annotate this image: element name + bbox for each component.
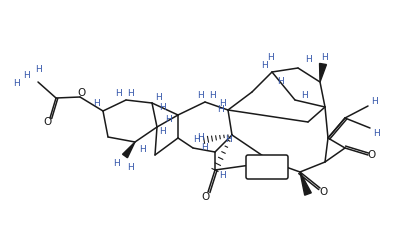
Text: H: H xyxy=(209,91,215,101)
Text: H: H xyxy=(193,136,199,145)
Text: H: H xyxy=(267,52,273,62)
Text: H: H xyxy=(305,55,311,64)
Polygon shape xyxy=(320,63,326,82)
Text: H: H xyxy=(202,143,208,153)
Text: H: H xyxy=(127,89,133,98)
Text: H: H xyxy=(372,98,378,106)
Text: H: H xyxy=(116,89,122,98)
Text: H: H xyxy=(373,128,379,138)
Text: H: H xyxy=(165,116,171,124)
Text: H: H xyxy=(14,79,20,87)
Text: H: H xyxy=(127,163,133,172)
Text: H: H xyxy=(155,92,161,101)
Text: H: H xyxy=(23,72,29,81)
Text: H: H xyxy=(262,61,268,69)
Text: O: O xyxy=(319,187,327,197)
Text: O: O xyxy=(201,192,209,202)
Text: H: H xyxy=(321,54,327,62)
Text: H: H xyxy=(197,133,203,143)
Text: Abs: Abs xyxy=(259,163,275,172)
Polygon shape xyxy=(300,172,311,195)
Text: H: H xyxy=(159,126,165,136)
Text: H: H xyxy=(35,66,41,74)
Text: H: H xyxy=(160,104,166,113)
Text: H: H xyxy=(198,91,204,99)
Text: H: H xyxy=(277,77,283,86)
Text: H: H xyxy=(218,106,224,114)
Text: H: H xyxy=(114,160,120,168)
Text: H: H xyxy=(140,146,146,155)
Text: H: H xyxy=(94,99,100,109)
Text: H: H xyxy=(219,172,225,180)
Text: H: H xyxy=(220,99,226,108)
Text: O: O xyxy=(78,88,86,98)
Text: O: O xyxy=(368,150,376,160)
Text: H: H xyxy=(301,91,307,99)
Text: O: O xyxy=(43,117,51,127)
Text: H: H xyxy=(225,136,231,145)
FancyBboxPatch shape xyxy=(246,155,288,179)
Polygon shape xyxy=(122,142,135,158)
